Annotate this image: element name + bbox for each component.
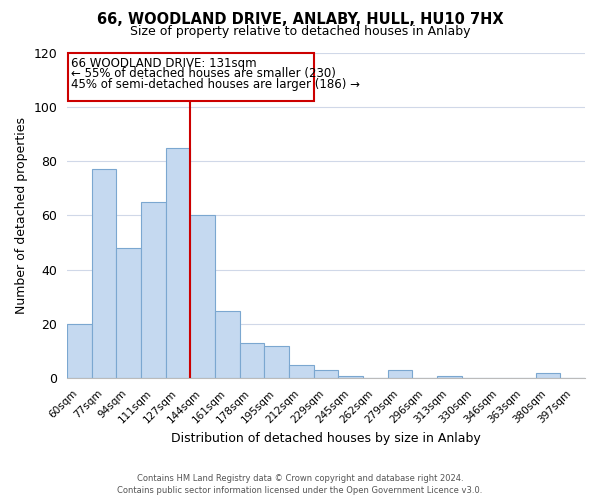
Bar <box>116 248 141 378</box>
Bar <box>240 343 265 378</box>
Bar <box>68 52 314 102</box>
Bar <box>215 310 240 378</box>
Bar <box>166 148 190 378</box>
Bar <box>536 373 560 378</box>
Text: 66, WOODLAND DRIVE, ANLABY, HULL, HU10 7HX: 66, WOODLAND DRIVE, ANLABY, HULL, HU10 7… <box>97 12 503 28</box>
Bar <box>289 365 314 378</box>
Bar <box>190 216 215 378</box>
Y-axis label: Number of detached properties: Number of detached properties <box>15 117 28 314</box>
Bar <box>67 324 92 378</box>
Text: Size of property relative to detached houses in Anlaby: Size of property relative to detached ho… <box>130 25 470 38</box>
X-axis label: Distribution of detached houses by size in Anlaby: Distribution of detached houses by size … <box>171 432 481 445</box>
Text: Contains HM Land Registry data © Crown copyright and database right 2024.
Contai: Contains HM Land Registry data © Crown c… <box>118 474 482 495</box>
Bar <box>92 170 116 378</box>
Text: ← 55% of detached houses are smaller (230): ← 55% of detached houses are smaller (23… <box>71 68 336 80</box>
Bar <box>314 370 338 378</box>
Bar <box>388 370 412 378</box>
Bar <box>437 376 462 378</box>
Bar <box>141 202 166 378</box>
Text: 66 WOODLAND DRIVE: 131sqm: 66 WOODLAND DRIVE: 131sqm <box>71 56 257 70</box>
Bar <box>265 346 289 378</box>
Bar <box>338 376 363 378</box>
Text: 45% of semi-detached houses are larger (186) →: 45% of semi-detached houses are larger (… <box>71 78 361 92</box>
